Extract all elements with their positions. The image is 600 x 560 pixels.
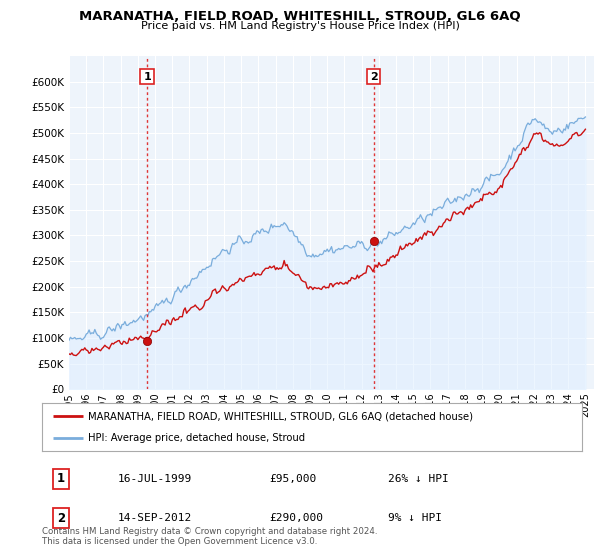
Text: 9% ↓ HPI: 9% ↓ HPI [388, 513, 442, 523]
Text: HPI: Average price, detached house, Stroud: HPI: Average price, detached house, Stro… [88, 433, 305, 443]
Text: £95,000: £95,000 [269, 474, 316, 484]
Text: £290,000: £290,000 [269, 513, 323, 523]
Text: 26% ↓ HPI: 26% ↓ HPI [388, 474, 448, 484]
Text: 14-SEP-2012: 14-SEP-2012 [118, 513, 192, 523]
Text: Contains HM Land Registry data © Crown copyright and database right 2024.
This d: Contains HM Land Registry data © Crown c… [42, 526, 377, 546]
Text: 2: 2 [57, 511, 65, 525]
Text: 1: 1 [57, 472, 65, 486]
Text: MARANATHA, FIELD ROAD, WHITESHILL, STROUD, GL6 6AQ (detached house): MARANATHA, FIELD ROAD, WHITESHILL, STROU… [88, 411, 473, 421]
Text: MARANATHA, FIELD ROAD, WHITESHILL, STROUD, GL6 6AQ: MARANATHA, FIELD ROAD, WHITESHILL, STROU… [79, 10, 521, 23]
Text: 1: 1 [143, 72, 151, 82]
Text: 2: 2 [370, 72, 378, 82]
Text: Price paid vs. HM Land Registry's House Price Index (HPI): Price paid vs. HM Land Registry's House … [140, 21, 460, 31]
Text: 16-JUL-1999: 16-JUL-1999 [118, 474, 192, 484]
